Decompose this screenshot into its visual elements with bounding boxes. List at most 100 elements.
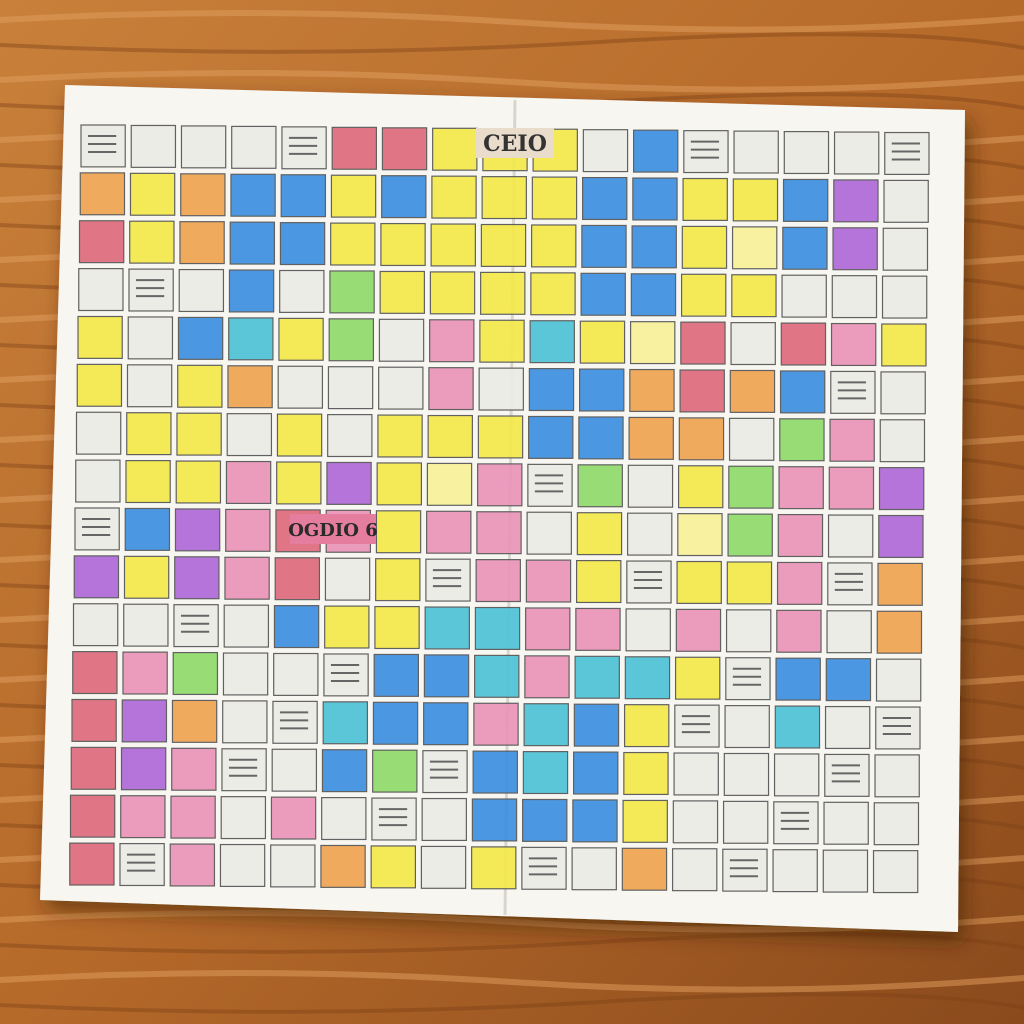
grid-cell (630, 273, 677, 317)
grid-cell (130, 124, 177, 168)
grid-cell (677, 465, 724, 509)
grid-cell (772, 849, 818, 893)
grid-cell (323, 653, 369, 697)
grid-cell (622, 799, 668, 843)
grid-cell (180, 125, 227, 169)
grid-cell (321, 749, 368, 793)
grid-cell (674, 704, 720, 748)
grid-cell (73, 555, 120, 599)
grid-cell (576, 559, 622, 604)
grid-cell (724, 705, 770, 749)
grid-cell (227, 365, 273, 409)
grid-cell (733, 130, 779, 174)
grid-cell (276, 461, 322, 505)
grid-cell (220, 796, 267, 840)
grid-cell (225, 508, 271, 552)
grid-cell (833, 179, 879, 223)
grid-cell (177, 364, 223, 408)
grid-cell (530, 272, 576, 316)
grid-cell (120, 747, 167, 791)
grid-cell (431, 175, 477, 219)
grid-cell (825, 658, 872, 702)
grid-cell (782, 226, 828, 270)
grid-cell (627, 464, 674, 508)
grid-cell (679, 369, 725, 413)
grid-cell (774, 705, 821, 749)
grid-cell (728, 465, 774, 509)
grid-cell (121, 699, 168, 743)
grid-cell (629, 321, 676, 365)
grid-cell (573, 703, 620, 747)
grid-cell (880, 371, 926, 415)
grid-cell (174, 556, 220, 600)
grid-cell (477, 463, 523, 507)
grid-cell (726, 561, 773, 605)
grid-cell (272, 700, 318, 744)
grid-cell (230, 173, 276, 217)
grid-cell (629, 368, 675, 413)
grid-cell (174, 508, 221, 552)
grid-cell (172, 651, 219, 696)
grid-cell (171, 699, 218, 743)
grid-cell (872, 850, 919, 894)
label-box (476, 128, 554, 158)
grid-cell (271, 748, 318, 792)
grid-cell (173, 604, 219, 648)
grid-cell (176, 412, 222, 456)
grid-cell (471, 846, 517, 890)
grid-cell (824, 753, 870, 797)
grid-cell (833, 131, 880, 175)
grid-cell (778, 466, 824, 510)
grid-cell (219, 843, 266, 888)
grid-cell (777, 513, 824, 558)
grid-cell (525, 559, 572, 603)
grid-cell (680, 321, 726, 365)
grid-cell (371, 797, 417, 841)
grid-cell (71, 698, 117, 742)
grid-cell (324, 605, 370, 649)
grid-cell (223, 604, 270, 648)
grid-cell (580, 272, 626, 316)
grid-cell (380, 222, 426, 267)
grid-cell (373, 653, 419, 697)
grid-cell (78, 268, 124, 312)
grid-cell (782, 178, 829, 222)
grid-cell (221, 748, 267, 792)
grid-cell (376, 462, 422, 506)
grid-cell (79, 172, 126, 216)
grid-cell (477, 415, 524, 459)
grid-cell (579, 320, 626, 364)
grid-cell (330, 222, 376, 266)
grid-cell (378, 318, 425, 362)
grid-cell (827, 562, 873, 606)
grid-cell (829, 418, 875, 462)
grid-cell (877, 562, 923, 606)
grid-cell (831, 275, 878, 319)
grid-cell (531, 176, 578, 220)
grid-cell (169, 843, 216, 887)
grid-cell (432, 127, 478, 171)
grid-cell (732, 178, 779, 222)
grid-cell (426, 510, 472, 554)
grid-cell (279, 222, 326, 266)
grid-cell (80, 124, 126, 168)
grid-cell (576, 512, 623, 556)
grid-cell (479, 319, 525, 363)
grid-cell (528, 368, 575, 412)
grid-cell (374, 605, 420, 650)
grid-cell (428, 367, 474, 411)
grid-cell (72, 603, 119, 647)
grid-cell (273, 652, 319, 696)
grid-cell (875, 658, 922, 702)
grid-cell (270, 844, 316, 888)
grid-cell (728, 417, 775, 461)
cell-label: OGDIO 6 (288, 520, 378, 541)
grid-cell (525, 607, 571, 651)
grid-cell (672, 800, 719, 844)
grid-cell (421, 797, 467, 842)
grid-cell (270, 796, 317, 840)
grid-cell (122, 651, 168, 695)
grid-cell (878, 514, 924, 559)
grid-cell (626, 560, 672, 604)
